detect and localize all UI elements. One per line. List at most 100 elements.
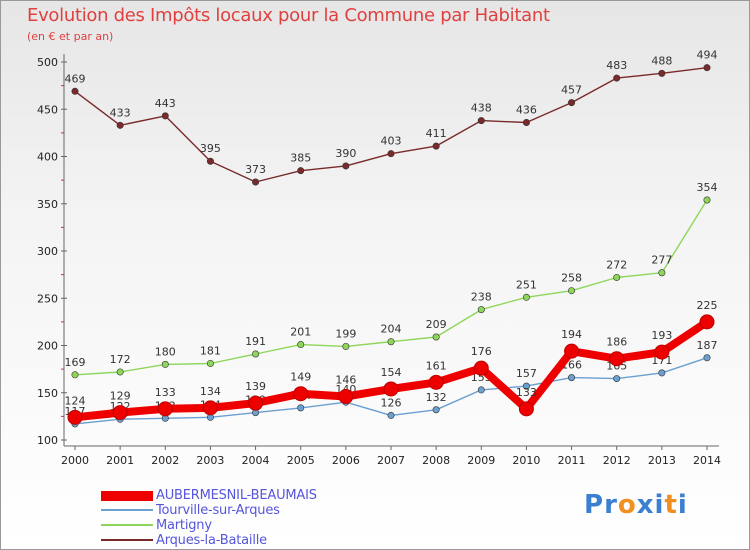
data-point bbox=[522, 382, 530, 390]
legend-swatch bbox=[101, 539, 153, 541]
x-tick-label: 2011 bbox=[558, 454, 586, 467]
data-label: 204 bbox=[381, 323, 402, 336]
y-tick-label: 450 bbox=[37, 103, 58, 116]
data-label: 488 bbox=[651, 54, 672, 67]
data-point bbox=[658, 369, 666, 377]
data-point bbox=[432, 333, 440, 341]
data-point bbox=[71, 371, 79, 379]
data-point bbox=[522, 293, 530, 301]
data-point bbox=[477, 306, 485, 314]
data-label: 403 bbox=[381, 135, 402, 148]
data-label: 169 bbox=[65, 356, 86, 369]
logo-letter: o bbox=[617, 490, 637, 520]
data-point bbox=[202, 400, 218, 416]
y-tick-label: 300 bbox=[37, 245, 58, 258]
data-point bbox=[116, 121, 124, 129]
logo-letter: i bbox=[677, 490, 688, 520]
y-tick-label: 400 bbox=[37, 151, 58, 164]
data-point bbox=[297, 167, 305, 175]
data-point bbox=[432, 406, 440, 414]
data-point bbox=[564, 343, 580, 359]
data-point bbox=[477, 386, 485, 394]
chart-series: 469 433 443 395 373 385 390 403 411 438 436 457 483 4… bbox=[65, 49, 718, 428]
logo-letter: P bbox=[584, 490, 605, 520]
x-tick-label: 2005 bbox=[287, 454, 315, 467]
y-tick-label: 100 bbox=[37, 434, 58, 447]
chart-title: Evolution des Impôts locaux pour la Comm… bbox=[27, 5, 550, 26]
data-label: 186 bbox=[606, 336, 627, 349]
data-label: 238 bbox=[471, 291, 492, 304]
data-point bbox=[654, 344, 670, 360]
logo-letter: r bbox=[604, 490, 618, 520]
data-label: 201 bbox=[290, 326, 311, 339]
data-label: 146 bbox=[335, 374, 356, 387]
data-point bbox=[613, 273, 621, 281]
data-label: 395 bbox=[200, 142, 221, 155]
data-label: 209 bbox=[426, 318, 447, 331]
data-label: 161 bbox=[426, 359, 447, 372]
data-point bbox=[658, 269, 666, 277]
data-point bbox=[116, 368, 124, 376]
data-label: 157 bbox=[516, 367, 537, 380]
data-label: 154 bbox=[381, 366, 402, 379]
data-label: 191 bbox=[245, 335, 266, 348]
data-point bbox=[658, 69, 666, 77]
data-point bbox=[703, 196, 711, 204]
data-point bbox=[473, 360, 489, 376]
data-point bbox=[518, 401, 534, 417]
x-tick-label: 2004 bbox=[242, 454, 270, 467]
data-label: 199 bbox=[335, 327, 356, 340]
data-point bbox=[248, 395, 264, 411]
data-point bbox=[342, 342, 350, 350]
data-label: 181 bbox=[200, 344, 221, 357]
y-tick-label: 150 bbox=[37, 387, 58, 400]
data-point bbox=[67, 409, 83, 425]
chart-axes: 100 150 200 250 300 350 400 450 500 2000 2001 2002 2… bbox=[37, 54, 721, 467]
legend-label: Arques-la-Bataille bbox=[156, 533, 267, 548]
x-tick-label: 2006 bbox=[332, 454, 360, 467]
data-point bbox=[112, 405, 128, 421]
data-label: 139 bbox=[245, 380, 266, 393]
data-label: 433 bbox=[110, 106, 131, 119]
x-tick-label: 2009 bbox=[467, 454, 495, 467]
data-label: 129 bbox=[110, 390, 131, 403]
data-point bbox=[522, 118, 530, 126]
data-point bbox=[252, 178, 260, 186]
legend-swatch bbox=[101, 524, 153, 526]
legend-label: Tourville-sur-Arques bbox=[156, 503, 280, 518]
data-point bbox=[703, 354, 711, 362]
data-point bbox=[568, 99, 576, 107]
data-label: 457 bbox=[561, 84, 582, 97]
data-point bbox=[161, 112, 169, 120]
y-tick-label: 350 bbox=[37, 198, 58, 211]
logo-letter: i bbox=[654, 490, 665, 520]
data-label: 180 bbox=[155, 345, 176, 358]
data-point bbox=[157, 401, 173, 417]
chart-subtitle: (en € et par an) bbox=[27, 30, 114, 43]
x-tick-label: 2014 bbox=[693, 454, 721, 467]
data-point bbox=[297, 341, 305, 349]
data-label: 272 bbox=[606, 258, 627, 271]
legend-label: AUBERMESNIL-BEAUMAIS bbox=[156, 488, 317, 503]
data-point bbox=[613, 74, 621, 82]
x-tick-label: 2010 bbox=[512, 454, 540, 467]
data-point bbox=[387, 338, 395, 346]
x-tick-label: 2012 bbox=[603, 454, 631, 467]
data-label: 385 bbox=[290, 152, 311, 165]
data-label: 258 bbox=[561, 272, 582, 285]
data-point bbox=[609, 351, 625, 367]
data-point bbox=[568, 287, 576, 295]
data-label: 373 bbox=[245, 163, 266, 176]
data-point bbox=[297, 404, 305, 412]
data-label: 277 bbox=[651, 254, 672, 267]
data-point bbox=[342, 162, 350, 170]
series-line bbox=[74, 66, 708, 183]
data-label: 132 bbox=[426, 391, 447, 404]
logo-letter: x bbox=[636, 490, 655, 520]
y-tick-label: 200 bbox=[37, 340, 58, 353]
data-point bbox=[71, 87, 79, 95]
x-tick-label: 2000 bbox=[61, 454, 89, 467]
logo-letter: t bbox=[664, 490, 678, 520]
data-label: 176 bbox=[471, 345, 492, 358]
